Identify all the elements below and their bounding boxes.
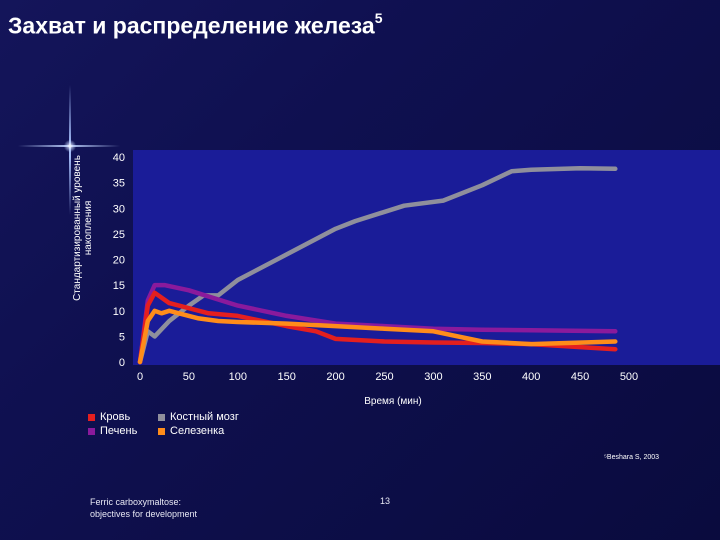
footer-line-1: Ferric carboxymaltose:	[90, 497, 182, 507]
footer-left: Ferric carboxymaltose: objectives for de…	[90, 496, 197, 520]
y-tick-label: 35	[113, 178, 125, 190]
x-tick-label: 150	[278, 371, 296, 383]
x-tick-label: 100	[229, 371, 247, 383]
x-tick-label: 500	[620, 371, 638, 383]
legend-label-blood: Кровь	[100, 411, 131, 423]
title-text: Захват и распределение железа	[8, 12, 375, 39]
x-tick-label: 450	[571, 371, 589, 383]
y-tick-label: 25	[113, 229, 125, 241]
sparkle-decoration-core	[64, 140, 76, 152]
legend-swatch-liver	[88, 427, 95, 435]
legend-item-liver: Печень	[88, 424, 137, 438]
x-tick-label: 350	[473, 371, 491, 383]
y-tick-label: 30	[113, 203, 125, 215]
x-tick-label: 400	[522, 371, 540, 383]
title-superscript: 5	[374, 10, 383, 26]
slide-title: Захват и распределение железа5	[8, 10, 383, 40]
y-tick-label: 5	[119, 331, 125, 343]
legend-item-blood: Кровь	[88, 410, 137, 424]
legend-label-liver: Печень	[100, 425, 138, 437]
x-axis-label: Время (мин)	[364, 396, 422, 407]
x-tick-label: 250	[375, 371, 393, 383]
x-tick-label: 300	[424, 371, 442, 383]
y-tick-label: 20	[113, 255, 125, 267]
legend-swatch-bone-marrow	[158, 413, 165, 421]
source-note: ⁵Beshara S, 2003	[604, 454, 660, 461]
legend-item-bone-marrow: Костный мозг	[158, 410, 239, 424]
legend-column-2: Костный мозг Селезенка	[158, 410, 239, 438]
x-tick-label: 0	[137, 371, 143, 383]
legend-label-bone-marrow: Костный мозг	[170, 411, 239, 423]
y-tick-label: 0	[119, 357, 125, 369]
series-line-bone-marrow	[137, 166, 618, 365]
x-tick-label: 50	[183, 371, 195, 383]
y-tick-label: 40	[113, 152, 125, 164]
legend-column-1: Кровь Печень	[88, 410, 137, 438]
legend-swatch-blood	[88, 413, 95, 421]
series-line-spleen	[137, 308, 618, 365]
series-line-liver	[137, 282, 618, 365]
x-tick-label: 200	[326, 371, 344, 383]
y-tick-label: 15	[113, 280, 125, 292]
series-line-blood	[137, 290, 618, 365]
page-number: 13	[380, 496, 391, 506]
legend-label-spleen: Селезенка	[170, 425, 225, 437]
legend-swatch-spleen	[158, 427, 165, 435]
footer-line-2: objectives for development	[90, 509, 198, 519]
legend-item-spleen: Селезенка	[158, 424, 239, 438]
y-tick-label: 10	[113, 306, 125, 318]
